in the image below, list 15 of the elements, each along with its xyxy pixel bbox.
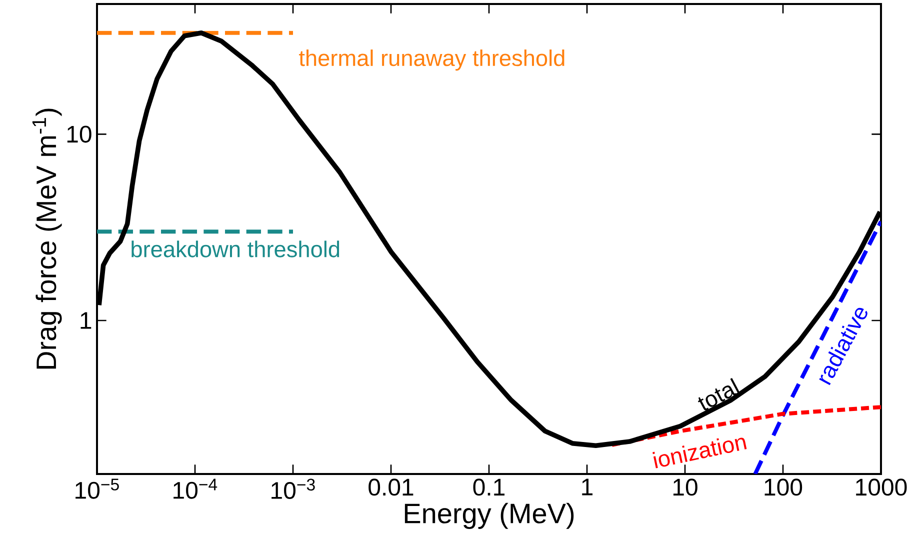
text: total [698,378,740,410]
x-axis-title: Energy (MeV) [404,502,574,529]
series-label: breakdown threshold [132,240,340,258]
text: ionization [652,438,747,468]
x-tick-label: 0.01 [368,478,414,496]
x-tick-label: 100 [764,478,802,496]
x-tick-label: 10$^{−5}$ [76,478,119,499]
x-tick-label: 10 [673,478,698,496]
x-tick-label: 1 [582,478,592,496]
x-tick-label: 10$^{−4}$ [174,478,218,499]
x-tick-label: 10$^{−3}$ [272,478,315,500]
series-label: thermal runaway threshold [298,50,564,71]
x-tick-label: 0.1 [473,478,504,496]
x-tick-label: 1000 [856,478,907,496]
y-axis-title: Drag force (MeV m$^{-1}$) [32,108,62,369]
